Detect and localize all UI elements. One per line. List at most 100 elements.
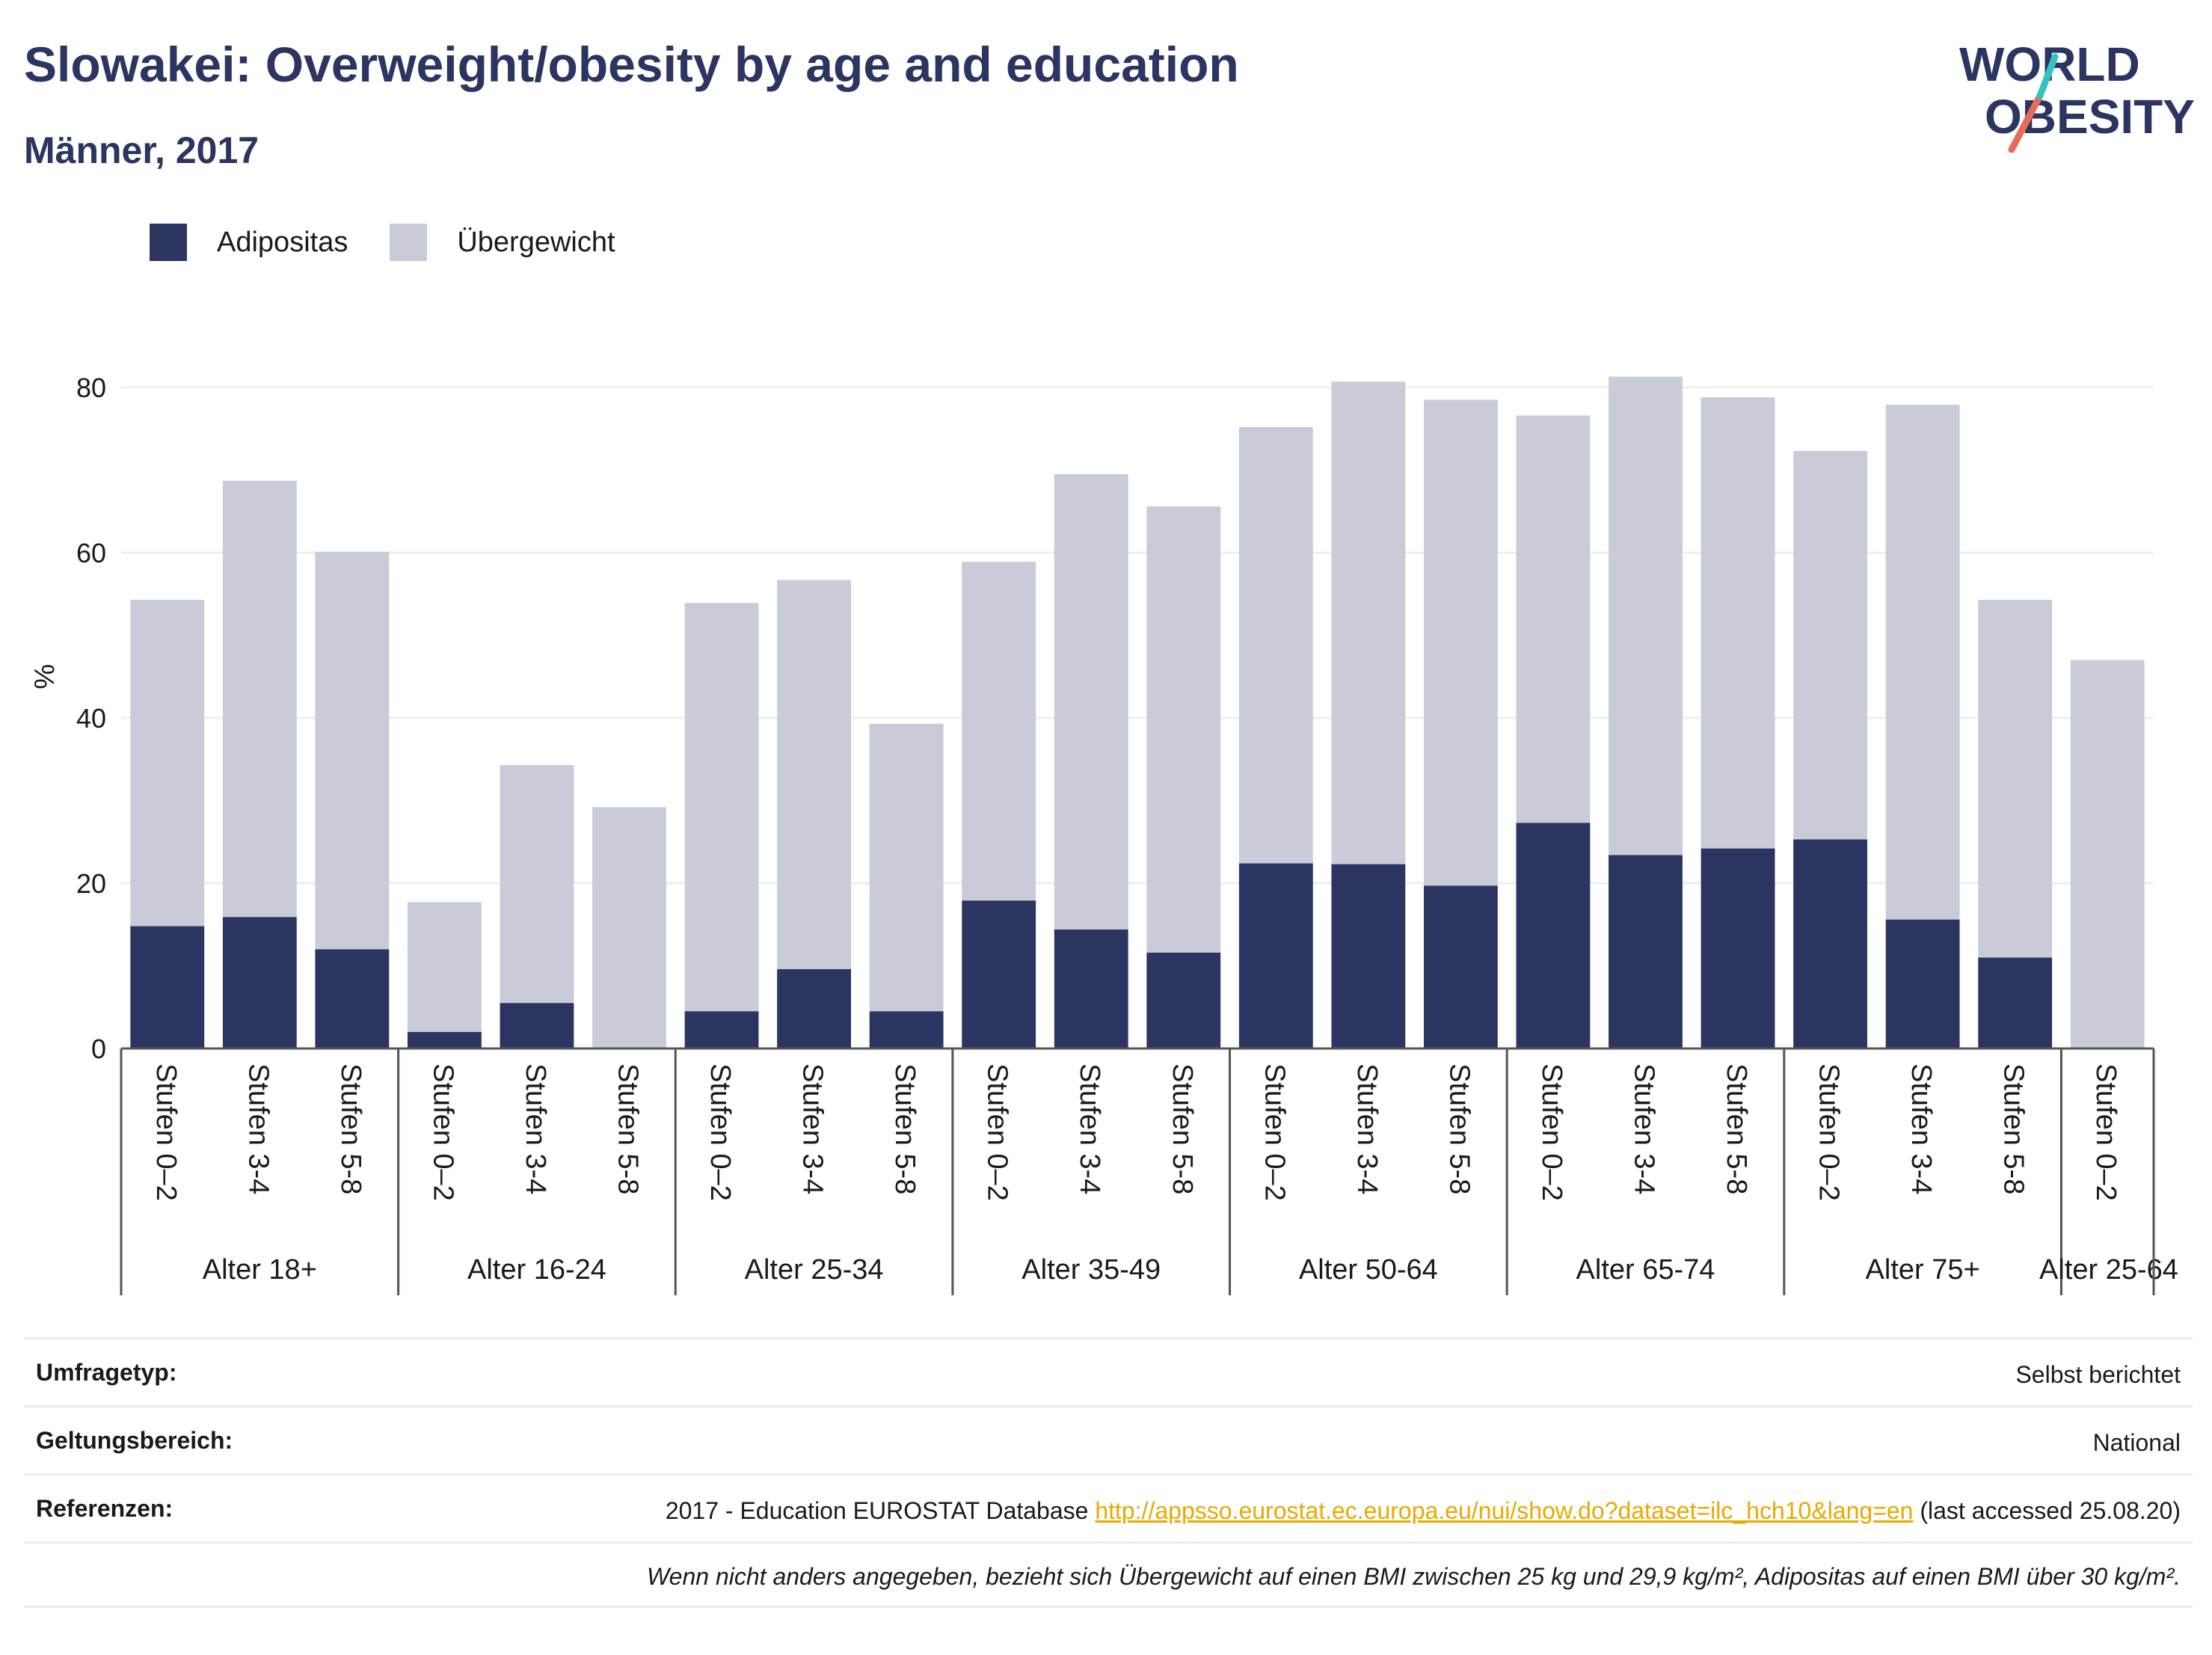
bar-adipositas <box>130 926 205 1048</box>
reference-accessed: (last accessed 25.08.20) <box>1913 1497 2181 1524</box>
x-tick-label: Stufen 5-8 <box>1443 1063 1475 1194</box>
x-tick-label: Stufen 5-8 <box>335 1063 366 1194</box>
x-tick-label: Stufen 5-8 <box>612 1063 644 1194</box>
bar-adipositas <box>684 1011 759 1048</box>
x-tick-label: Stufen 0–2 <box>1259 1063 1290 1201</box>
y-tick-label: 0 <box>91 1034 106 1064</box>
bar-adipositas <box>777 968 852 1048</box>
bar-uebergewicht <box>1238 427 1313 864</box>
y-tick-label: 40 <box>76 703 106 734</box>
bar-adipositas <box>1423 885 1498 1048</box>
bar-uebergewicht <box>1516 415 1591 823</box>
group-label: Alter 25-64 <box>2039 1254 2178 1286</box>
x-tick-label: Stufen 5-8 <box>889 1063 921 1194</box>
legend-swatch-adipositas <box>150 224 187 261</box>
x-tick-label: Stufen 3-4 <box>1074 1063 1105 1194</box>
bar-uebergewicht <box>1054 474 1128 930</box>
x-tick-label: Stufen 5-8 <box>1167 1063 1198 1194</box>
chart-legend: Adipositas Übergewicht <box>150 221 657 263</box>
group-label: Alter 50-64 <box>1299 1254 1438 1286</box>
bar-uebergewicht <box>2070 660 2145 1048</box>
y-tick-label: 60 <box>76 538 106 568</box>
bar-uebergewicht <box>1793 451 1868 840</box>
bar-adipositas <box>315 949 390 1048</box>
chart-subtitle: Männer, 2017 <box>24 129 259 171</box>
definition-note: Wenn nicht anders angegeben, bezieht sic… <box>647 1563 2181 1590</box>
legend-swatch-uebergewicht <box>390 224 428 261</box>
bar-adipositas <box>1701 848 1775 1048</box>
bar-uebergewicht <box>684 603 759 1012</box>
meta-value: National <box>2092 1429 2181 1456</box>
x-tick-label: Stufen 0–2 <box>1536 1063 1567 1201</box>
group-label: Alter 35-49 <box>1021 1254 1161 1286</box>
bar-adipositas <box>1793 839 1868 1048</box>
legend-item-adipositas[interactable]: Adipositas <box>150 224 348 261</box>
x-tick-label: Stufen 3-4 <box>1351 1063 1383 1194</box>
meta-row-coverage: Geltungsbereich: National <box>24 1405 2193 1473</box>
group-label: Alter 25-34 <box>745 1254 884 1286</box>
bar-adipositas <box>1146 952 1221 1048</box>
x-tick-label: Stufen 0–2 <box>1813 1063 1845 1201</box>
bar-adipositas <box>1054 929 1128 1048</box>
bar-uebergewicht <box>130 599 205 927</box>
x-tick-label: Stufen 3-4 <box>242 1063 274 1194</box>
bar-uebergewicht <box>962 562 1036 901</box>
bar-adipositas <box>1516 823 1591 1048</box>
chart-title: Slowakei: Overweight/obesity by age and … <box>24 37 1239 92</box>
bar-uebergewicht <box>500 764 574 1004</box>
bar-adipositas <box>1885 919 1960 1048</box>
meta-row-references: Referenzen: 2017 - Education EUROSTAT Da… <box>24 1473 2193 1541</box>
bar-uebergewicht <box>1331 381 1406 865</box>
reference-link[interactable]: http://appsso.eurostat.ec.europa.eu/nui/… <box>1095 1497 1914 1524</box>
bar-uebergewicht <box>407 902 482 1032</box>
group-label: Alter 16-24 <box>467 1254 606 1286</box>
meta-key: Geltungsbereich: <box>36 1427 233 1454</box>
bar-adipositas <box>1331 864 1406 1048</box>
bar-adipositas <box>869 1011 944 1048</box>
y-tick-label: 80 <box>76 372 106 403</box>
legend-label-adipositas: Adipositas <box>217 226 348 258</box>
bar-uebergewicht <box>1978 599 2053 958</box>
metadata-table: Umfragetyp: Selbst berichtet Geltungsber… <box>24 1337 2193 1608</box>
bar-uebergewicht <box>315 551 390 950</box>
bar-uebergewicht <box>1146 506 1221 953</box>
bar-uebergewicht <box>222 480 297 918</box>
x-tick-label: Stufen 3-4 <box>520 1063 551 1194</box>
world-obesity-logo: WORLD OBESITY <box>1959 37 2195 153</box>
bar-uebergewicht <box>777 580 852 969</box>
group-label: Alter 75+ <box>1866 1254 1980 1286</box>
bar-adipositas <box>222 917 297 1048</box>
meta-key: Referenzen: <box>36 1495 173 1522</box>
group-label: Alter 65-74 <box>1576 1254 1715 1286</box>
x-tick-label: Stufen 5-8 <box>1721 1063 1752 1194</box>
y-tick-label: 20 <box>76 868 106 899</box>
bar-uebergewicht <box>869 723 944 1012</box>
y-axis-label: % <box>29 664 61 690</box>
x-tick-label: Stufen 0–2 <box>427 1063 458 1201</box>
x-tick-label: Stufen 0–2 <box>2090 1063 2122 1201</box>
bar-adipositas <box>962 900 1036 1048</box>
bar-adipositas <box>1238 863 1313 1048</box>
group-label: Alter 18+ <box>203 1254 317 1286</box>
bar-uebergewicht <box>1609 376 1683 856</box>
bar-adipositas <box>500 1003 574 1048</box>
meta-row-note: Wenn nicht anders angegeben, bezieht sic… <box>24 1541 2193 1608</box>
bar-uebergewicht <box>1701 397 1775 849</box>
legend-label-uebergewicht: Übergewicht <box>457 226 615 258</box>
reference-text: 2017 - Education EUROSTAT Database <box>665 1497 1096 1524</box>
x-tick-label: Stufen 0–2 <box>982 1063 1013 1201</box>
x-tick-label: Stufen 3-4 <box>797 1063 829 1194</box>
bar-uebergewicht <box>592 807 666 1048</box>
meta-value: Selbst berichtet <box>2015 1361 2181 1388</box>
x-tick-label: Stufen 3-4 <box>1905 1063 1937 1194</box>
x-tick-label: Stufen 5-8 <box>1998 1063 2030 1194</box>
legend-item-uebergewicht[interactable]: Übergewicht <box>390 224 615 261</box>
x-tick-label: Stufen 0–2 <box>704 1063 736 1201</box>
meta-value: 2017 - Education EUROSTAT Database http:… <box>666 1495 2181 1526</box>
bar-adipositas <box>1609 855 1683 1048</box>
meta-row-survey-type: Umfragetyp: Selbst berichtet <box>24 1337 2193 1405</box>
bar-adipositas <box>407 1031 482 1048</box>
x-tick-label: Stufen 3-4 <box>1629 1063 1660 1194</box>
stacked-bar-chart: 0 20 40 60 80% Stufen 0–2 Stufen 3-4 Stufen 5-8… <box>29 372 2178 1295</box>
bar-uebergewicht <box>1885 405 1960 920</box>
